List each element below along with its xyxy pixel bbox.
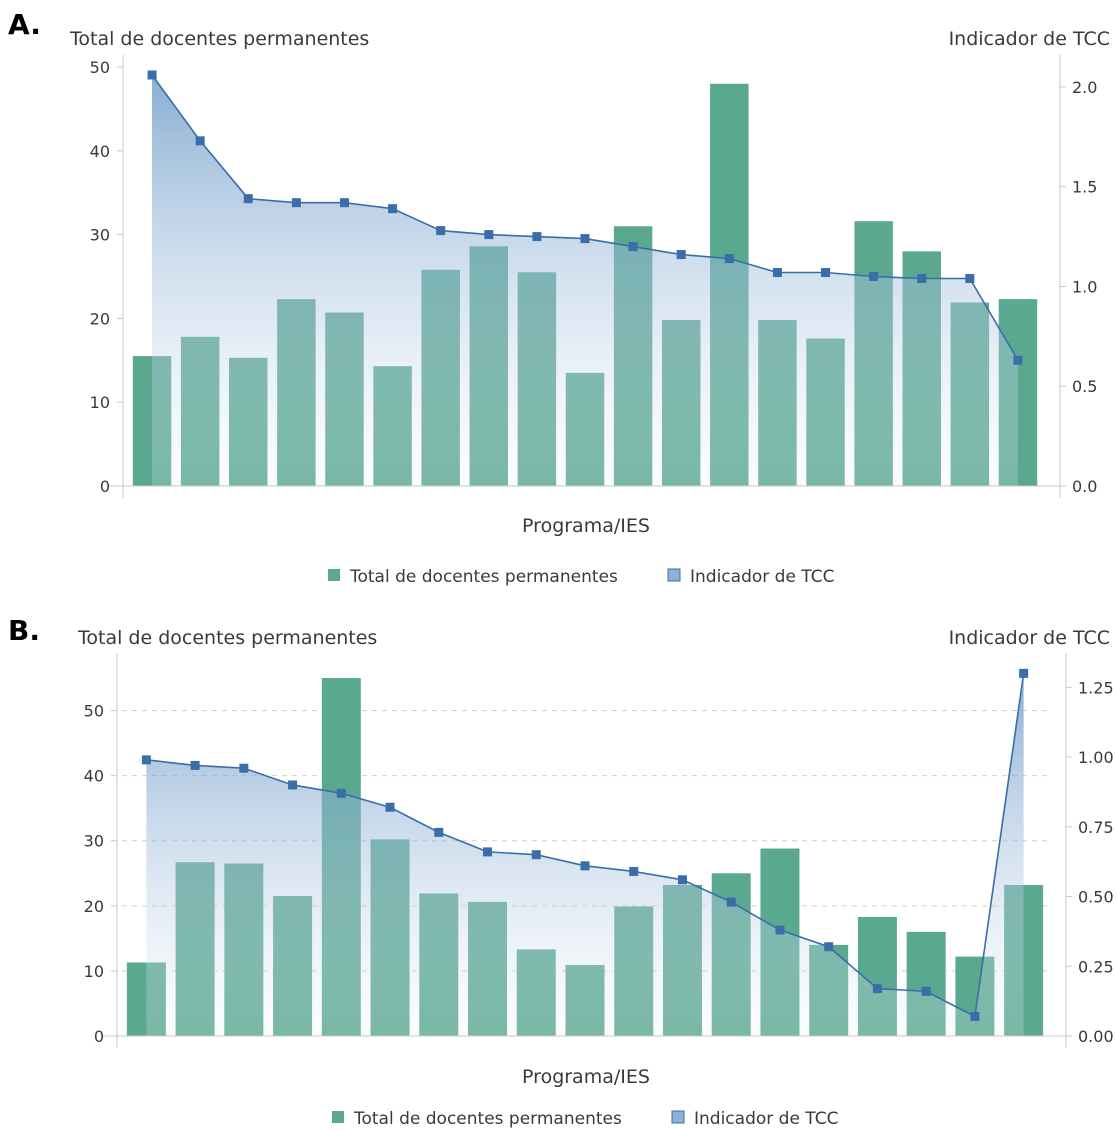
tcc-marker (190, 760, 200, 770)
x-axis-title: Programa/IES (522, 1066, 650, 1088)
y-tick-label-right: 1.0 (1072, 277, 1097, 296)
tcc-marker (677, 875, 687, 885)
y-tick-label-left: 20 (84, 897, 104, 916)
y-tick-label-left: 40 (84, 767, 104, 786)
legend-swatch-tcc (667, 568, 681, 582)
tcc-marker (531, 850, 541, 860)
legend-swatch-tcc (671, 1110, 685, 1124)
y-tick-label-left: 10 (84, 962, 104, 981)
tcc-marker (339, 198, 349, 208)
y-tick-label-left: 20 (90, 309, 110, 328)
y-tick-label-left: 30 (90, 226, 110, 245)
tcc-marker (970, 1011, 980, 1021)
tcc-marker (628, 242, 638, 252)
y-axis-title-left: Total de docentes permanentes (69, 28, 369, 50)
tcc-marker (484, 230, 494, 240)
y-tick-label-right: 0.5 (1072, 377, 1097, 396)
y-tick-label-left: 50 (84, 702, 104, 721)
legend-label-bars: Total de docentes permanentes (349, 567, 618, 587)
y-tick-label-right: 0.75 (1078, 818, 1114, 837)
y-tick-label-right: 0.00 (1078, 1027, 1114, 1046)
tcc-marker (385, 802, 395, 812)
y-tick-label-right: 0.50 (1078, 888, 1114, 907)
tcc-marker (724, 254, 734, 264)
y-tick-label-left: 40 (90, 142, 110, 161)
tcc-marker (195, 136, 205, 146)
tcc-marker (388, 204, 398, 214)
tcc-marker (336, 788, 346, 798)
legend-label-tcc: Indicador de TCC (690, 567, 834, 587)
tcc-marker (436, 226, 446, 236)
tcc-marker (239, 763, 249, 773)
y-tick-label-right: 0.0 (1072, 477, 1097, 496)
y-axis-title-left: Total de docentes permanentes (77, 627, 377, 649)
y-tick-label-right: 1.25 (1078, 678, 1114, 697)
tcc-marker (869, 272, 879, 281)
tcc-area (152, 74, 1018, 486)
tcc-marker (1019, 668, 1029, 678)
tcc-marker (921, 986, 931, 996)
tcc-marker (676, 250, 686, 260)
tcc-marker (872, 984, 882, 994)
y-tick-label-right: 1.00 (1078, 748, 1114, 767)
tcc-area (146, 673, 1024, 1036)
tcc-marker (147, 70, 157, 80)
tcc-marker (141, 755, 151, 765)
tcc-marker (291, 198, 301, 208)
tcc-marker (1013, 355, 1023, 365)
tcc-marker (629, 866, 639, 876)
tcc-marker (434, 827, 444, 837)
y-tick-label-right: 1.5 (1072, 178, 1097, 197)
y-tick-label-left: 10 (90, 393, 110, 412)
y-axis-title-right: Indicador de TCC (949, 627, 1110, 649)
tcc-marker (917, 273, 927, 283)
y-tick-label-right: 0.25 (1078, 957, 1114, 976)
tcc-marker (580, 861, 590, 871)
y-tick-label-left: 0 (94, 1027, 104, 1046)
x-axis-title: Programa/IES (522, 515, 650, 537)
chart-a-svg: 0 10 20 30 40 50 0.0 0.5 1.0 1.5 2.0 Total de docen… (69, 28, 1110, 587)
tcc-marker (532, 232, 542, 242)
legend-label-bars: Total de docentes permanentes (353, 1109, 622, 1129)
chart-panel-b: B. 0 10 20 30 40 50 0.00 0.25 0.50 0.75 1.00 1.25 To… (0, 600, 1117, 1130)
chart-b-svg: 0 10 20 30 40 50 0.00 0.25 0.50 0.75 1.00 1.25 Total… (77, 627, 1114, 1129)
y-tick-label-right: 2.0 (1072, 78, 1097, 97)
legend-swatch-bars (332, 1111, 344, 1123)
tcc-marker (821, 268, 831, 278)
tcc-marker (772, 268, 782, 278)
tcc-marker (824, 942, 834, 952)
panel-letter: B. (8, 614, 40, 647)
tcc-marker (726, 897, 736, 907)
y-axis-title-right: Indicador de TCC (949, 28, 1110, 50)
y-tick-label-left: 30 (84, 832, 104, 851)
tcc-marker (965, 273, 975, 283)
panel-letter: A. (8, 8, 41, 41)
tcc-marker (580, 234, 590, 244)
chart-panel-a: A. 0 10 20 30 40 50 0.0 0.5 1.0 1.5 2.0 Total de do… (8, 8, 1110, 587)
tcc-marker (288, 780, 298, 790)
legend-label-tcc: Indicador de TCC (694, 1109, 838, 1129)
legend-swatch-bars (328, 569, 340, 581)
tcc-marker (483, 847, 493, 857)
tcc-marker (775, 925, 785, 935)
y-tick-label-left: 0 (100, 477, 110, 496)
tcc-marker (243, 194, 253, 204)
y-tick-label-left: 50 (90, 58, 110, 77)
